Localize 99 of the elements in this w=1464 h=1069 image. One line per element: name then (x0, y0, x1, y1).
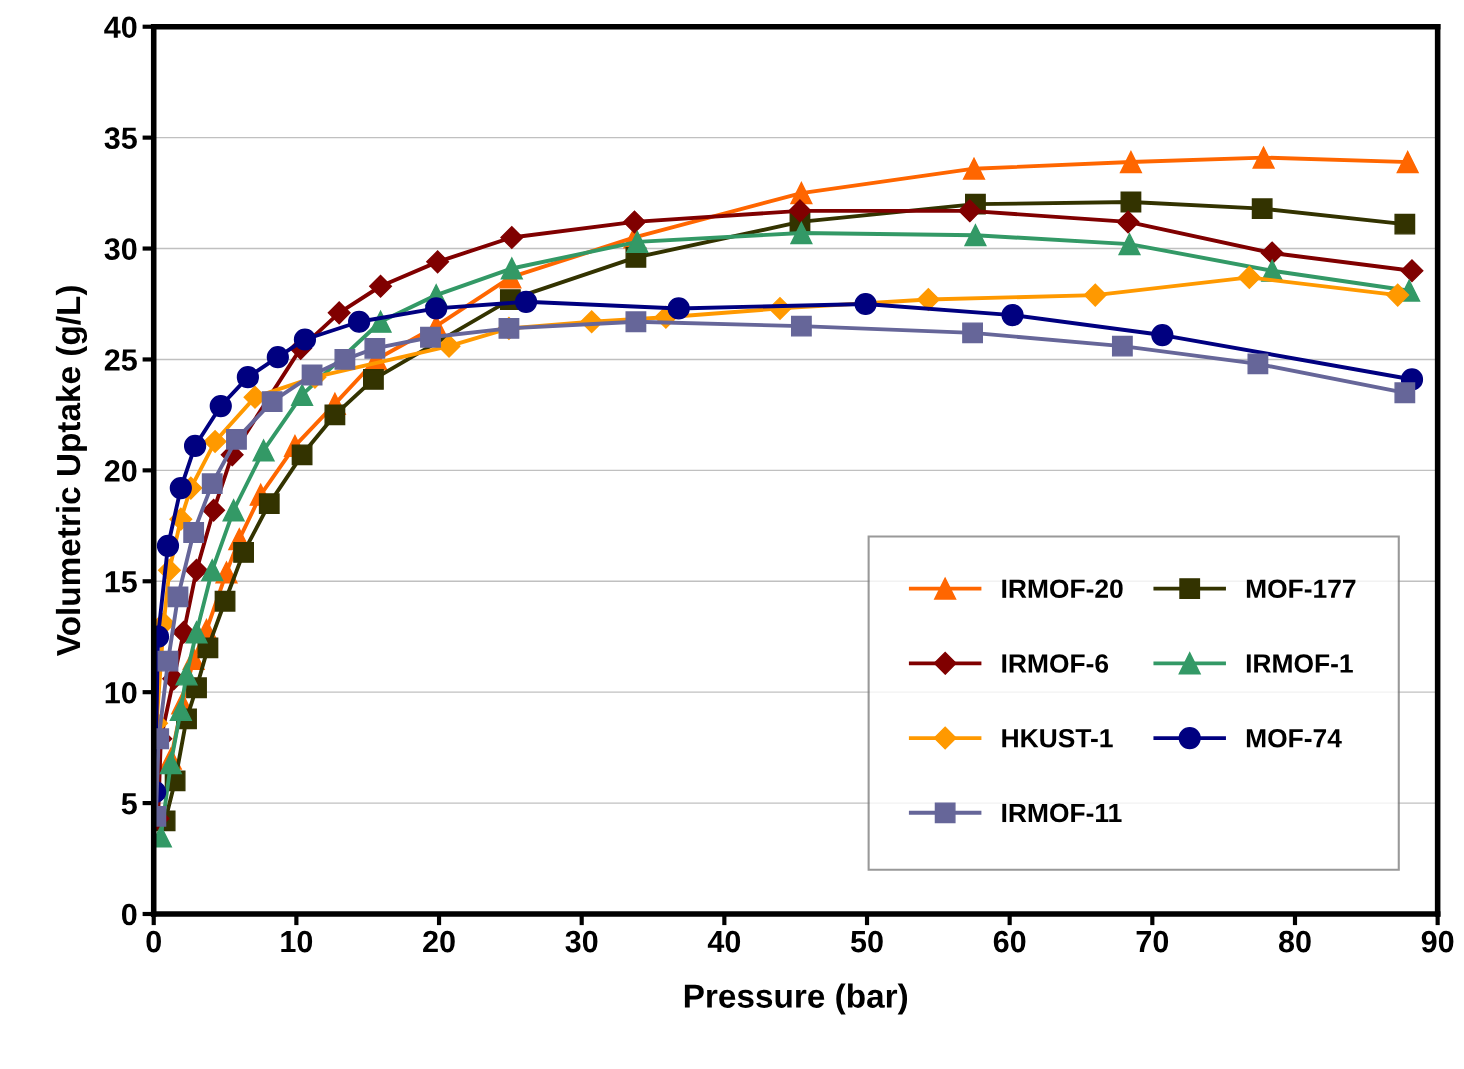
point (425, 297, 448, 320)
point (964, 224, 987, 247)
y-axis-title: Volumetric Uptake (g/L) (55, 286, 88, 656)
point (226, 428, 247, 450)
point (327, 301, 351, 325)
point (790, 315, 812, 337)
x-tick-label: 0 (146, 930, 161, 953)
point (157, 650, 179, 672)
legend-label: MOF-74 (1246, 728, 1342, 748)
x-tick-label: 10 (281, 930, 313, 953)
x-tick-label: 60 (993, 930, 1026, 953)
point (169, 698, 192, 722)
point (364, 337, 386, 359)
point (420, 326, 441, 348)
y-tick-label: 25 (104, 349, 137, 371)
point (183, 522, 205, 543)
point (258, 493, 280, 515)
point (1083, 283, 1107, 307)
point (175, 663, 198, 686)
point (790, 221, 813, 245)
point (1394, 213, 1416, 235)
point (1118, 232, 1141, 256)
point (500, 225, 524, 249)
y-tick-label: 0 (121, 903, 137, 926)
y-tick-label: 30 (104, 238, 137, 260)
point (1001, 303, 1024, 327)
point (334, 349, 356, 370)
point (185, 558, 209, 582)
point (514, 290, 538, 313)
point (1386, 283, 1410, 307)
point (1394, 382, 1416, 404)
point (1151, 323, 1174, 347)
point (500, 257, 523, 280)
y-tick-label: 20 (104, 460, 137, 482)
point (962, 322, 983, 344)
y-tick-label: 35 (104, 127, 137, 150)
point (622, 210, 646, 234)
legend-label: IRMOF-6 (1002, 654, 1109, 673)
legend-label: HKUST-1 (1002, 728, 1113, 748)
point (209, 394, 232, 418)
y-tick-label: 15 (105, 571, 137, 593)
point (1119, 150, 1143, 174)
point (261, 391, 283, 413)
point (203, 430, 227, 454)
point (1120, 191, 1142, 213)
point (790, 181, 813, 205)
point (252, 439, 275, 462)
legend-label: IRMOF-20 (1002, 579, 1123, 599)
point (667, 297, 690, 320)
point (1247, 353, 1269, 375)
point (324, 404, 346, 426)
point (426, 250, 450, 274)
point (958, 199, 982, 223)
point (291, 444, 313, 466)
point (169, 476, 192, 500)
point (854, 292, 877, 316)
point (167, 586, 189, 608)
point (1116, 210, 1140, 234)
y-tick-label: 40 (104, 16, 137, 39)
point (788, 199, 812, 223)
x-tick-label: 90 (1421, 930, 1454, 953)
x-tick-label: 40 (707, 930, 741, 953)
point (1396, 150, 1419, 174)
point (214, 590, 236, 612)
x-tick-label: 20 (423, 930, 455, 953)
point (1260, 241, 1284, 265)
point (1400, 259, 1424, 283)
point (156, 534, 180, 557)
point (1237, 265, 1261, 289)
point (183, 434, 207, 458)
point (369, 274, 393, 298)
point (266, 346, 289, 369)
point (1111, 335, 1133, 357)
point (185, 621, 208, 644)
point (233, 542, 255, 563)
point (159, 752, 182, 775)
y-tick-label: 10 (105, 681, 137, 704)
legend-label: IRMOF-11 (1002, 803, 1122, 823)
x-tick-label: 50 (850, 930, 883, 953)
x-tick-label: 80 (1278, 930, 1311, 953)
point (348, 310, 371, 333)
x-tick-label: 30 (565, 930, 598, 953)
x-tick-label: 70 (1136, 930, 1169, 953)
point (222, 499, 245, 522)
point (625, 311, 647, 333)
point (293, 328, 317, 351)
point (202, 498, 226, 522)
point (201, 473, 223, 495)
point (201, 559, 224, 582)
x-axis-title: Pressure (bar) (684, 983, 908, 1015)
point (236, 366, 259, 389)
point (1251, 198, 1273, 220)
point (1252, 146, 1275, 169)
y-tick-label: 5 (121, 793, 137, 815)
point (290, 383, 314, 407)
legend-label: MOF-177 (1246, 579, 1356, 599)
point (962, 157, 986, 180)
point (362, 368, 384, 390)
legend-label: IRMOF-1 (1246, 654, 1353, 673)
